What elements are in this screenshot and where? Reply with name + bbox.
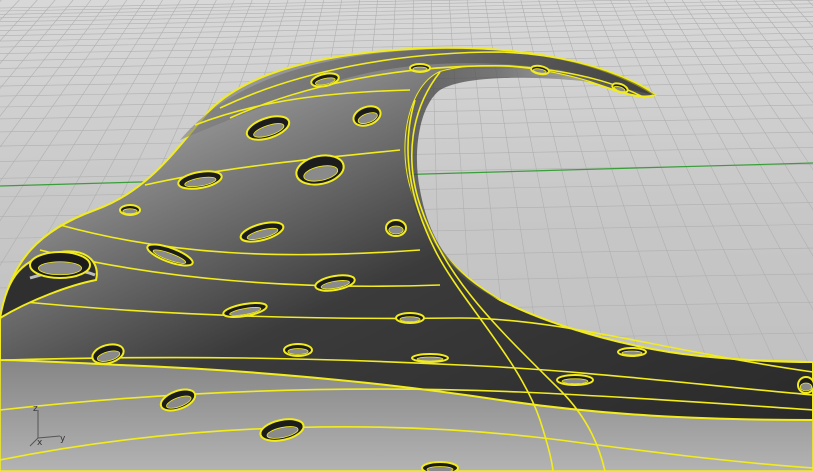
hole-inner-wall bbox=[166, 395, 192, 409]
hole-inner-wall bbox=[303, 165, 339, 182]
perforation-hole[interactable] bbox=[222, 300, 268, 319]
axis-y-label: y bbox=[60, 434, 66, 444]
perforation-hole[interactable] bbox=[244, 112, 292, 145]
hole-inner-wall bbox=[388, 225, 404, 235]
perforation-hole[interactable] bbox=[314, 273, 356, 294]
hole-inner-wall bbox=[416, 356, 444, 362]
perforation-hole[interactable] bbox=[310, 71, 340, 89]
hole-inner-wall bbox=[320, 280, 350, 290]
hole-inner-wall bbox=[122, 208, 138, 215]
axis-gizmo-icon: z x y bbox=[29, 404, 66, 448]
hole-inner-wall bbox=[621, 350, 643, 356]
surface-isocurves bbox=[0, 51, 813, 471]
grid-line bbox=[645, 0, 813, 311]
wave-inner-face bbox=[405, 66, 590, 301]
hole-inner-wall bbox=[266, 426, 299, 439]
hole-inner-wall bbox=[357, 112, 378, 124]
grid-line bbox=[0, 16, 813, 31]
grid-line bbox=[0, 0, 110, 148]
hole-inner-wall bbox=[315, 77, 336, 86]
hole-inner-wall bbox=[412, 66, 428, 72]
hole-inner-wall bbox=[38, 261, 83, 276]
hole-inner-wall bbox=[229, 307, 262, 316]
grid-line bbox=[0, 21, 813, 36]
perforation-hole[interactable] bbox=[611, 82, 629, 95]
grid-line bbox=[717, 0, 813, 135]
grid-line bbox=[0, 0, 482, 9]
grid-line bbox=[0, 0, 92, 117]
grid-line bbox=[0, 0, 128, 183]
hole-inner-wall bbox=[96, 350, 121, 362]
perforation-hole[interactable] bbox=[530, 64, 550, 76]
grid-line bbox=[0, 0, 657, 12]
grid-line bbox=[0, 7, 813, 23]
perforation-hole[interactable] bbox=[385, 219, 407, 237]
hole-inner-wall bbox=[253, 123, 285, 138]
hole-inner-wall bbox=[799, 382, 813, 392]
grid-line bbox=[0, 32, 813, 48]
perforation-hole[interactable] bbox=[90, 341, 126, 367]
hole-inner-wall bbox=[561, 378, 589, 385]
hole-inner-wall bbox=[246, 227, 279, 240]
hole-inner-wall bbox=[152, 249, 187, 264]
grid-line bbox=[0, 26, 813, 42]
perforation-hole[interactable] bbox=[351, 103, 383, 129]
grid-line bbox=[663, 0, 813, 257]
perforation-hole[interactable] bbox=[395, 312, 425, 324]
perforation-hole[interactable] bbox=[617, 347, 647, 357]
grid-line bbox=[0, 0, 74, 89]
grid-line bbox=[699, 0, 813, 171]
grid-line bbox=[735, 0, 813, 104]
perforation-hole[interactable] bbox=[283, 343, 313, 357]
perforation-hole[interactable] bbox=[258, 416, 305, 445]
grid-line bbox=[0, 0, 145, 222]
hole-inner-wall bbox=[184, 176, 217, 188]
grid-line bbox=[681, 0, 813, 211]
perforation-hole[interactable] bbox=[411, 353, 449, 363]
perforation-hole[interactable] bbox=[177, 168, 223, 191]
hole-inner-wall bbox=[287, 348, 309, 355]
grid-line bbox=[0, 39, 813, 54]
shell-surface[interactable] bbox=[0, 46, 813, 471]
perforation-hole[interactable] bbox=[119, 204, 141, 216]
perforation-hole[interactable] bbox=[409, 63, 431, 73]
hole-inner-wall bbox=[426, 466, 454, 471]
perforation-hole[interactable] bbox=[556, 374, 594, 386]
perforation-hole[interactable] bbox=[145, 240, 195, 270]
grid-line bbox=[628, 0, 813, 373]
grid-line bbox=[0, 0, 163, 266]
grid-line bbox=[0, 3, 813, 19]
perforation-hole[interactable] bbox=[29, 251, 91, 279]
hole-inner-wall bbox=[613, 85, 626, 93]
perforation-openings[interactable] bbox=[29, 63, 813, 471]
grid-line bbox=[0, 0, 813, 15]
perforation-hole[interactable] bbox=[797, 376, 813, 394]
axis-z-label: z bbox=[33, 404, 38, 414]
hole-inner-wall bbox=[533, 68, 547, 74]
perforation-hole[interactable] bbox=[421, 461, 459, 471]
wave-crest bbox=[180, 49, 655, 141]
perforation-hole[interactable] bbox=[294, 151, 347, 188]
perforation-hole[interactable] bbox=[239, 219, 286, 246]
axis-x-label: x bbox=[37, 438, 43, 448]
perforation-hole[interactable] bbox=[158, 385, 198, 414]
grid-line bbox=[0, 11, 813, 27]
hole-inner-wall bbox=[399, 316, 421, 323]
